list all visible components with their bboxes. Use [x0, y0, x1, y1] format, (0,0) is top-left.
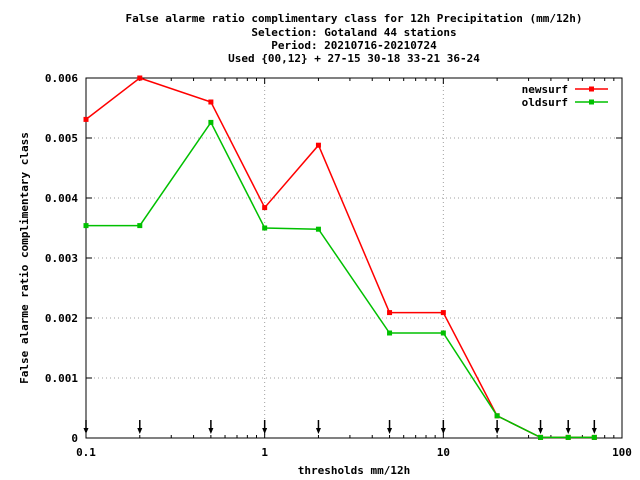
title-line-4: Used {00,12} + 27-15 30-18 33-21 36-24	[228, 52, 480, 65]
threshold-marker-arrow	[83, 428, 89, 434]
threshold-marker-arrow	[494, 428, 500, 434]
y-tick-label: 0	[71, 432, 78, 445]
title-line-3: Period: 20210716-20210724	[271, 39, 437, 52]
series-point-oldsurf	[538, 434, 544, 440]
series-point-newsurf	[137, 75, 143, 81]
threshold-marker-arrow	[538, 428, 544, 434]
series-point-newsurf	[387, 310, 393, 316]
series-point-oldsurf	[315, 226, 321, 232]
y-tick-label: 0.004	[45, 192, 78, 205]
legend-label-newsurf: newsurf	[522, 83, 568, 96]
series-point-oldsurf	[591, 434, 597, 440]
y-tick-label: 0.002	[45, 312, 78, 325]
series-point-oldsurf	[262, 225, 268, 231]
threshold-marker-arrow	[137, 428, 143, 434]
series-point-newsurf	[315, 142, 321, 148]
y-tick-label: 0.006	[45, 72, 78, 85]
title-line-1: False alarme ratio complimentary class f…	[126, 12, 583, 25]
chart-title: False alarme ratio complimentary class f…	[126, 12, 583, 65]
threshold-marker-arrow	[208, 428, 214, 434]
series-point-newsurf	[208, 99, 214, 105]
series-point-newsurf	[83, 116, 89, 122]
legend-marker-oldsurf	[589, 99, 594, 105]
series-point-oldsurf	[208, 119, 214, 125]
series-point-oldsurf	[137, 223, 143, 229]
threshold-marker-arrow	[262, 428, 268, 434]
y-tick-label: 0.005	[45, 132, 78, 145]
series-point-oldsurf	[83, 223, 89, 229]
series-point-oldsurf	[387, 330, 393, 336]
threshold-marker-arrow	[591, 428, 597, 434]
series-point-oldsurf	[565, 434, 571, 440]
series-line-oldsurf	[86, 120, 595, 439]
axes: 0 0.001 0.002 0.003 0.004 0.005 0.006 0.1 1 10 100	[45, 72, 632, 459]
y-tick-label: 0.001	[45, 372, 78, 385]
x-axis-label: thresholds mm/12h	[298, 464, 411, 477]
threshold-marker-arrow	[315, 428, 321, 434]
legend-label-oldsurf: oldsurf	[522, 96, 568, 109]
threshold-marker-arrow	[565, 428, 571, 434]
series-point-oldsurf	[494, 413, 500, 419]
series-point-newsurf	[440, 310, 446, 316]
series-point-oldsurf	[440, 330, 446, 336]
y-tick-label: 0.003	[45, 252, 78, 265]
series-point-newsurf	[262, 205, 268, 211]
series	[83, 75, 597, 440]
x-tick-label: 100	[612, 446, 632, 459]
title-line-2: Selection: Gotaland 44 stations	[251, 26, 456, 39]
legend-marker-newsurf	[589, 86, 594, 92]
threshold-marker-arrow	[387, 428, 393, 434]
threshold-marker-arrow	[440, 428, 446, 434]
x-tick-label: 0.1	[76, 446, 96, 459]
y-axis-label: False alarme ratio complimentary class	[18, 132, 31, 384]
x-tick-label: 1	[261, 446, 268, 459]
x-tick-label: 10	[437, 446, 450, 459]
grid	[86, 77, 622, 438]
